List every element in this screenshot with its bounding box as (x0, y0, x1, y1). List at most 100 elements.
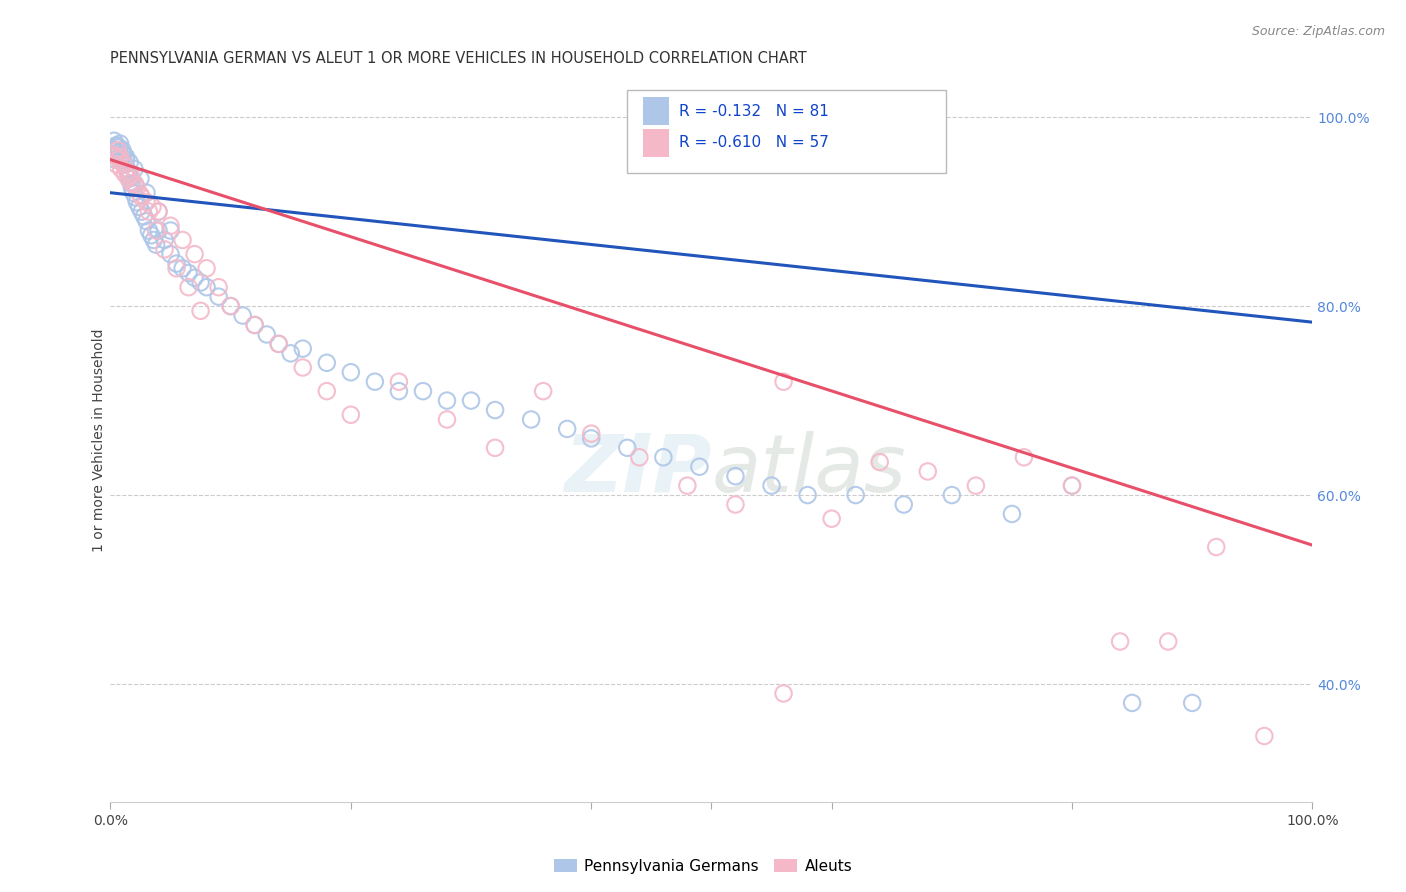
Point (869, 455, 891, 469)
Point (120, 169, 142, 183)
Point (531, 384, 554, 398)
Point (616, 441, 638, 455)
Point (107, 143, 129, 157)
Point (129, 171, 152, 186)
Point (256, 327, 278, 342)
Point (111, 143, 134, 157)
Point (148, 223, 170, 237)
Point (243, 318, 266, 332)
Point (195, 280, 218, 294)
Point (125, 181, 148, 195)
Point (1181, 696, 1204, 710)
Point (112, 157, 135, 171)
Point (124, 162, 146, 177)
Point (219, 299, 242, 313)
FancyBboxPatch shape (627, 90, 946, 173)
Point (117, 167, 139, 181)
Point (291, 360, 314, 375)
Point (121, 176, 143, 190)
Point (581, 426, 603, 441)
Point (135, 195, 157, 210)
Text: PENNSYLVANIA GERMAN VS ALEUT 1 OR MORE VEHICLES IN HOUSEHOLD CORRELATION CHART: PENNSYLVANIA GERMAN VS ALEUT 1 OR MORE V… (111, 51, 807, 66)
Point (135, 186, 157, 200)
Point (117, 171, 139, 186)
Point (108, 153, 131, 167)
Point (845, 488, 868, 502)
Point (108, 150, 131, 164)
Point (628, 450, 651, 465)
Point (148, 204, 170, 219)
Point (138, 223, 160, 237)
Text: atlas: atlas (711, 431, 907, 508)
Point (340, 365, 363, 379)
Point (105, 138, 128, 153)
Point (128, 200, 150, 214)
Point (280, 346, 302, 360)
Text: R = -0.132   N = 81: R = -0.132 N = 81 (679, 103, 830, 119)
Point (124, 176, 146, 190)
Point (340, 408, 363, 422)
Point (166, 257, 188, 271)
Point (114, 157, 136, 171)
Point (138, 204, 160, 219)
Point (267, 337, 290, 351)
Point (135, 214, 157, 228)
Point (148, 204, 170, 219)
Point (243, 318, 266, 332)
Point (125, 195, 148, 210)
Point (1121, 696, 1143, 710)
Point (114, 167, 136, 181)
Point (893, 498, 915, 512)
Point (104, 153, 127, 167)
Point (484, 441, 506, 455)
FancyBboxPatch shape (643, 97, 669, 125)
Point (796, 488, 818, 502)
Point (1109, 634, 1132, 648)
Point (172, 233, 194, 247)
Point (388, 375, 411, 389)
Point (110, 150, 132, 164)
Point (131, 204, 153, 219)
Point (555, 422, 578, 436)
Point (132, 210, 155, 224)
Point (207, 290, 229, 304)
Point (129, 187, 152, 202)
Point (676, 478, 699, 492)
Point (110, 162, 132, 177)
Point (412, 384, 434, 398)
Point (183, 270, 205, 285)
Point (195, 261, 218, 276)
Point (107, 140, 129, 154)
Point (219, 299, 242, 313)
Point (118, 171, 141, 186)
Point (460, 393, 482, 408)
Text: R = -0.610   N = 57: R = -0.610 N = 57 (679, 136, 830, 151)
FancyBboxPatch shape (643, 129, 669, 157)
Point (364, 375, 387, 389)
Point (761, 478, 783, 492)
Point (108, 140, 131, 154)
Point (172, 261, 194, 276)
Point (1253, 729, 1275, 743)
Point (153, 243, 176, 257)
Point (520, 412, 543, 426)
Text: Source: ZipAtlas.com: Source: ZipAtlas.com (1251, 25, 1385, 38)
Point (153, 233, 176, 247)
Point (101, 143, 124, 157)
Legend: Pennsylvania Germans, Aleuts: Pennsylvania Germans, Aleuts (547, 853, 859, 880)
Point (917, 465, 939, 479)
Point (941, 488, 963, 502)
Point (120, 176, 142, 190)
Point (190, 303, 212, 318)
Point (131, 190, 153, 204)
Point (183, 247, 205, 261)
Point (118, 155, 141, 169)
Point (388, 384, 411, 398)
Point (581, 431, 603, 445)
Point (1060, 478, 1083, 492)
Point (145, 223, 167, 237)
Point (103, 134, 125, 148)
Point (125, 190, 148, 204)
Point (190, 276, 212, 290)
Point (122, 186, 145, 200)
